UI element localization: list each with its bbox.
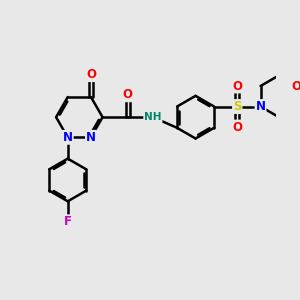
Text: N: N — [86, 131, 96, 144]
Text: F: F — [64, 215, 72, 228]
Text: N: N — [256, 100, 266, 113]
Text: NH: NH — [144, 112, 162, 122]
Text: S: S — [233, 100, 242, 113]
Text: O: O — [291, 80, 300, 92]
Text: O: O — [123, 88, 133, 101]
Text: O: O — [86, 68, 96, 81]
Text: O: O — [232, 121, 242, 134]
Text: N: N — [63, 131, 73, 144]
Text: O: O — [232, 80, 242, 92]
